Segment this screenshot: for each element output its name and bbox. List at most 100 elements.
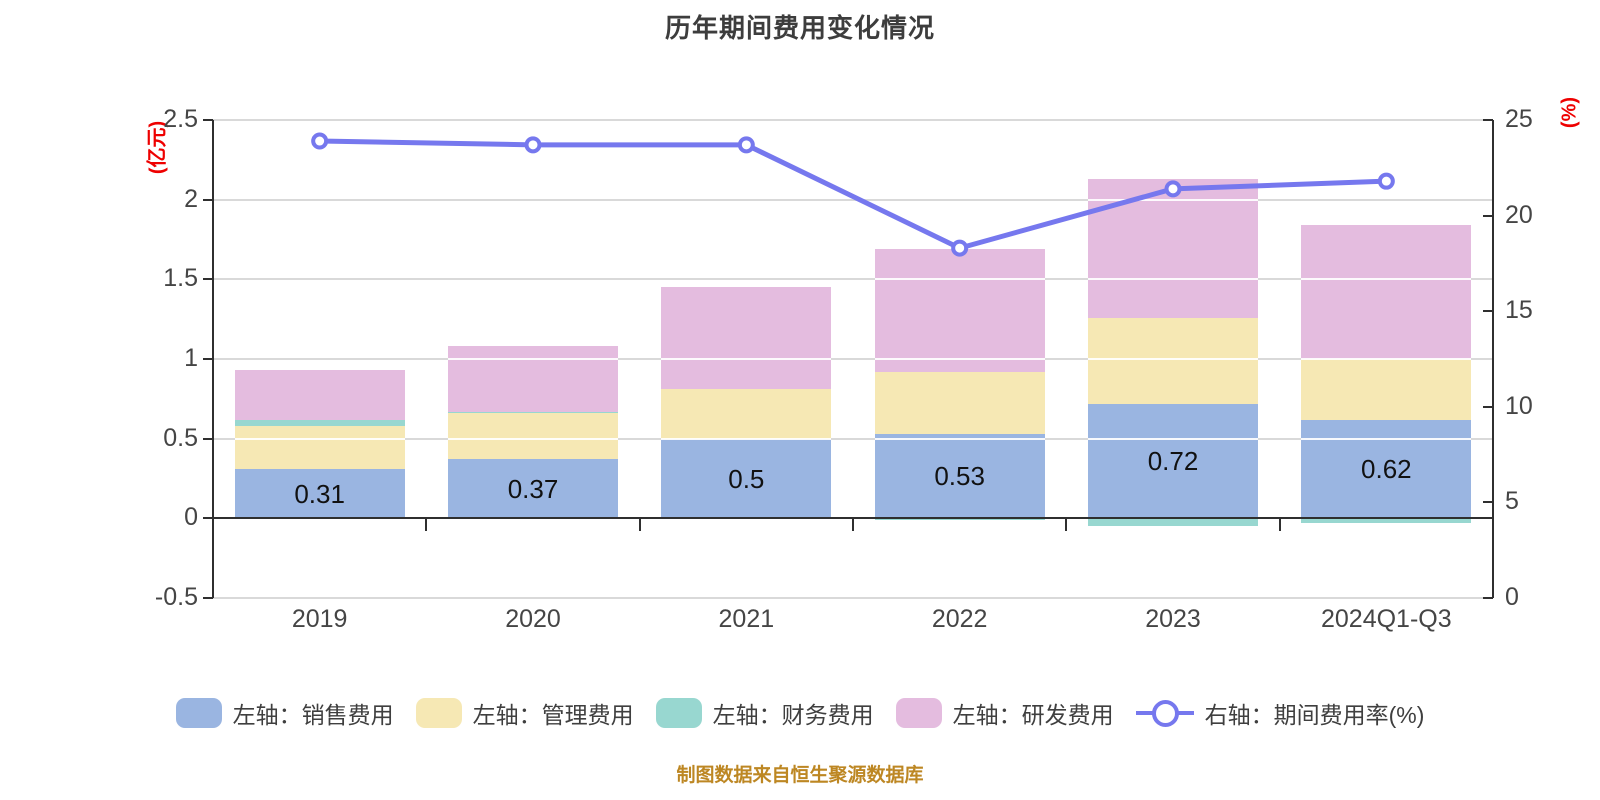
legend-label: 左轴：财务费用: [712, 702, 874, 728]
x-axis-tick-label: 2024Q1-Q3: [1321, 605, 1452, 633]
chart-title: 历年期间费用变化情况: [664, 13, 935, 43]
bar-value-label: 0.31: [294, 478, 345, 509]
right-axis-tick-label: 15: [1505, 296, 1533, 325]
right-axis-tick-label: 20: [1505, 200, 1533, 229]
bar-segment-admin: [1301, 359, 1472, 420]
legend: 左轴：销售费用 左轴：管理费用 左轴：财务费用 左轴：研发费用 右轴：期间费用率(%): [0, 696, 1600, 730]
grid-line-overlay: [661, 437, 832, 440]
left-axis-tick: [203, 278, 213, 281]
left-axis-tick: [203, 119, 213, 121]
grid-line-overlay: [1301, 437, 1472, 440]
bar-segment-rnd: [234, 370, 405, 420]
bar-segment-admin: [661, 389, 832, 439]
expense-ratio-point: [311, 132, 329, 150]
right-axis-tick: [1483, 405, 1493, 408]
grid-line: [213, 198, 1493, 201]
grid-line-overlay: [1088, 358, 1258, 360]
left-axis-tick-label: 1: [184, 344, 198, 372]
legend-swatch-icon: [895, 698, 942, 728]
legend-label: 左轴：销售费用: [232, 702, 394, 728]
legend-swatch-icon: [175, 698, 222, 728]
bar-value-label: 0.72: [1147, 445, 1199, 476]
expense-ratio-point: [1377, 172, 1395, 190]
left-axis-tick: [203, 437, 213, 440]
bar-segment-rnd: [661, 287, 832, 390]
footer-source-note: 制图数据来自恒生聚源数据库: [676, 765, 924, 786]
expense-ratio-point: [737, 136, 755, 154]
grid-line-overlay: [1088, 437, 1258, 440]
left-axis-tick: [203, 517, 213, 520]
grid-line-overlay: [1301, 278, 1472, 281]
x-axis-tick: [638, 518, 641, 532]
x-axis-tick-label: 2023: [1145, 605, 1201, 633]
bar-segment-admin: [874, 371, 1045, 434]
legend-item-sales[interactable]: 左轴：销售费用: [175, 696, 394, 730]
x-axis-tick-label: 2019: [291, 605, 348, 633]
legend-label: 左轴：研发费用: [952, 702, 1114, 728]
grid-line-overlay: [448, 358, 618, 360]
grid-line: [213, 437, 1493, 440]
grid-line: [213, 119, 1493, 121]
bar-segment-finance: [1088, 518, 1258, 527]
grid-line-overlay: [448, 437, 618, 440]
bar-value-label: 0.5: [728, 463, 765, 494]
grid-line-overlay: [874, 278, 1045, 281]
bar-value-label: 0.37: [507, 473, 559, 504]
legend-swatch-icon: [655, 698, 702, 728]
bar-segment-admin: [448, 413, 618, 460]
bar-segment-finance: [1301, 518, 1472, 524]
grid-line: [213, 597, 1493, 599]
legend-item-admin[interactable]: 左轴：管理费用: [415, 696, 634, 730]
right-axis-tick-label: 25: [1505, 105, 1533, 133]
right-axis-tick: [1483, 214, 1493, 217]
legend-line-marker-icon: [1135, 698, 1194, 728]
left-axis-tick: [203, 358, 213, 360]
bar-segment-rnd: [1301, 225, 1472, 359]
left-axis-line: [212, 120, 214, 598]
bar-value-label: 0.62: [1361, 453, 1412, 484]
left-axis-tick: [203, 597, 213, 599]
x-axis-tick: [425, 518, 428, 532]
right-axis-tick: [1483, 310, 1493, 313]
x-axis-tick-label: 2020: [505, 605, 561, 633]
grid-line-overlay: [234, 437, 405, 440]
left-axis-tick: [203, 198, 213, 201]
grid-line-overlay: [1301, 358, 1472, 360]
x-axis-tick: [1278, 518, 1281, 532]
left-axis-tick-label: 1.5: [163, 264, 198, 293]
right-axis-tick: [1483, 501, 1493, 504]
grid-line-overlay: [1088, 198, 1258, 201]
bar-segment-sales: [448, 459, 618, 519]
bar-segment-sales: [1301, 419, 1472, 519]
legend-item-rnd[interactable]: 左轴：研发费用: [895, 696, 1114, 730]
right-axis-tick-label: 10: [1505, 391, 1533, 420]
x-axis-tick: [852, 518, 854, 532]
left-axis-tick-label: 2.5: [163, 105, 198, 133]
x-axis-tick-label: 2022: [931, 605, 988, 633]
left-axis-tick-label: 0: [184, 503, 198, 532]
bar-segment-sales: [874, 433, 1045, 519]
grid-line-overlay: [661, 358, 832, 360]
grid-line: [213, 278, 1493, 281]
grid-line: [213, 358, 1493, 360]
grid-line-overlay: [874, 358, 1045, 360]
bar-segment-sales: [1088, 403, 1258, 519]
bar-segment-finance: [448, 411, 618, 414]
x-axis-tick-label: 2021: [718, 605, 775, 633]
right-axis-tick: [1483, 597, 1493, 599]
left-axis-tick-label: 2: [184, 184, 198, 213]
bar-segment-admin: [234, 425, 405, 469]
legend-label: 右轴：期间费用率(%): [1204, 702, 1425, 728]
legend-item-finance[interactable]: 左轴：财务费用: [655, 696, 874, 730]
right-axis-tick-label: 0: [1505, 583, 1519, 611]
right-axis-line: [1492, 120, 1494, 598]
bar-value-label: 0.53: [934, 461, 985, 492]
legend-item-ratio[interactable]: 右轴：期间费用率(%): [1135, 696, 1425, 730]
expense-ratio-point: [524, 136, 542, 154]
bar-segment-sales: [661, 438, 832, 519]
bar-segment-rnd: [448, 346, 618, 412]
right-axis-tick: [1483, 119, 1493, 121]
legend-label: 左轴：管理费用: [472, 702, 634, 728]
